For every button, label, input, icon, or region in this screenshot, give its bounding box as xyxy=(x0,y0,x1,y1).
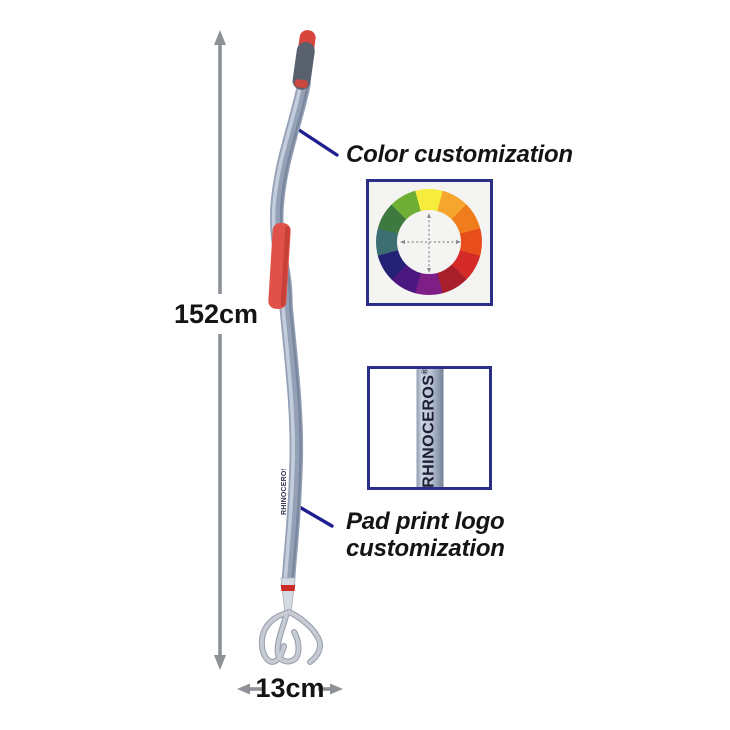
pad-print-label: Pad print logo customization xyxy=(346,508,505,562)
logo-sample-box: RHINOCEROS® xyxy=(367,366,492,490)
length-label: 152cm xyxy=(173,299,259,329)
brand-logo-text: RHINOCEROS® xyxy=(420,368,438,488)
pole-print-logo: RHINOCEROS xyxy=(281,469,291,515)
pad-print-label-line2: customization xyxy=(346,535,505,562)
claw-head xyxy=(258,609,323,666)
claw-tine-middle xyxy=(275,614,301,664)
width-label: 13cm xyxy=(255,673,325,703)
pad-callout-line xyxy=(294,503,334,528)
right-arrow-icon xyxy=(330,683,343,695)
registered-mark: ® xyxy=(420,368,430,375)
vertical-dimension-arrow xyxy=(214,30,226,670)
up-arrow-icon xyxy=(214,30,226,45)
color-wheel-box xyxy=(366,179,493,306)
crosshair-icon xyxy=(400,213,461,273)
pad-print-label-line1: Pad print logo xyxy=(346,508,505,535)
brand-name: RHINOCEROS xyxy=(420,374,438,488)
claw-tine-right xyxy=(287,610,322,664)
down-arrow-icon xyxy=(214,655,226,670)
pole-closeup: RHINOCEROS® xyxy=(416,368,443,488)
pole-print-logo-text: RHINOCEROS xyxy=(281,469,288,515)
color-callout-line xyxy=(297,128,339,157)
left-arrow-icon xyxy=(237,683,250,695)
foam-grip xyxy=(268,222,291,309)
cultivator-tool xyxy=(258,30,323,666)
tool-handle xyxy=(292,30,316,90)
tool-pole xyxy=(270,77,311,595)
horizontal-dimension-arrow xyxy=(237,683,343,695)
color-customization-label: Color customization xyxy=(346,141,573,168)
tool-ferrule xyxy=(280,577,296,615)
